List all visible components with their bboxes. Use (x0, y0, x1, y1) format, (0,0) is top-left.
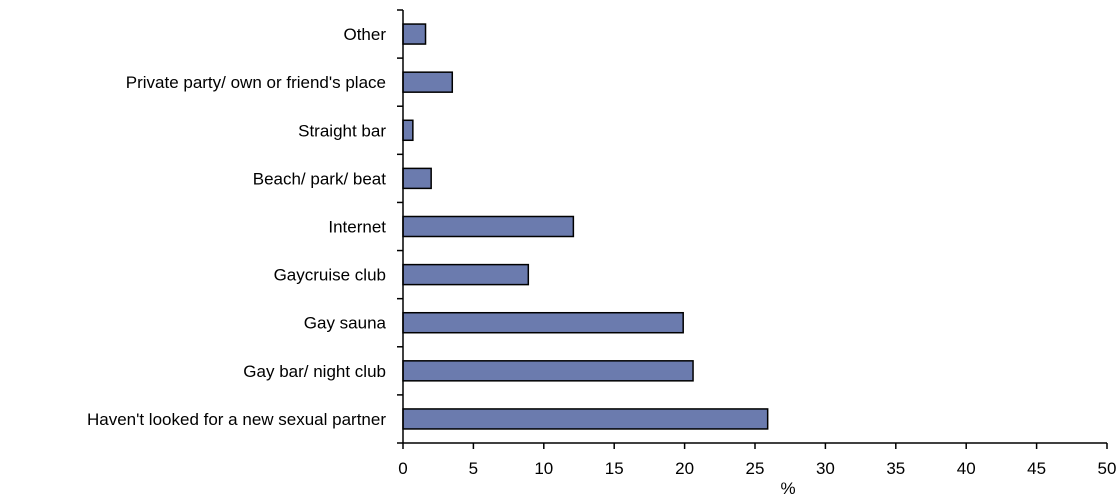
x-tick-label: 20 (675, 459, 694, 478)
x-tick-label: 35 (886, 459, 905, 478)
bar (402, 71, 454, 93)
x-tick-label: 40 (957, 459, 976, 478)
bar (402, 263, 530, 286)
x-tick-label: 5 (469, 459, 478, 478)
x-tick-label: 0 (398, 459, 407, 478)
bar (402, 408, 769, 430)
bar (402, 119, 414, 142)
category-label: Private party/ own or friend's place (126, 73, 386, 92)
x-tick-label: 45 (1027, 459, 1046, 478)
x-tick-label: 15 (605, 459, 624, 478)
axis-ticks: 0 5 10 15 20 25 30 35 40 45 50 (397, 9, 1117, 478)
category-label: Gaycruise club (274, 266, 386, 285)
category-label: Other (343, 25, 386, 44)
x-tick-label: 10 (534, 459, 553, 478)
x-axis-label: % (780, 479, 795, 497)
category-label: Gay sauna (304, 314, 387, 333)
category-label: Straight bar (298, 121, 386, 140)
bar (402, 23, 427, 45)
category-label: Internet (328, 218, 386, 237)
category-label: Gay bar/ night club (243, 362, 386, 381)
x-tick-label: 25 (746, 459, 765, 478)
bar (402, 360, 694, 382)
bar (402, 311, 684, 334)
x-tick-label: 50 (1098, 459, 1117, 478)
category-label: Haven't looked for a new sexual partner (87, 410, 386, 429)
bars (402, 23, 769, 430)
bar (402, 167, 432, 190)
category-labels: Other Private party/ own or friend's plac… (87, 25, 387, 429)
x-tick-label: 30 (816, 459, 835, 478)
category-label: Beach/ park/ beat (253, 169, 387, 188)
bar (402, 215, 575, 238)
